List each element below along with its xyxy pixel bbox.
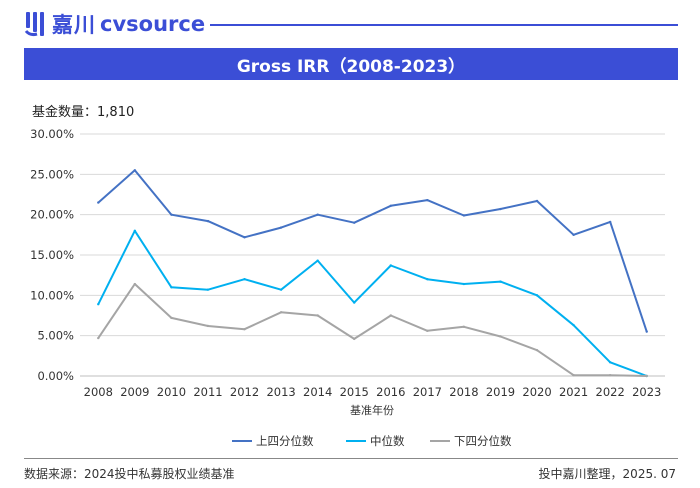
fund-count: 基金数量：1,810 [32, 101, 134, 120]
chart-title: Gross IRR（2008-2023） [24, 48, 678, 80]
credit-note: 投中嘉川整理，2025. 07 [538, 467, 676, 481]
data-point [426, 198, 429, 202]
data-point [608, 361, 612, 364]
x-axis-ticks: 2008 2009 2010 2011 2012 2013 2014 2015 2016 2017… [84, 385, 662, 399]
data-point [170, 286, 173, 289]
y-tick-label: 5.00% [37, 329, 74, 343]
data-point [243, 328, 246, 331]
data-point [97, 303, 100, 306]
header-rule [210, 24, 678, 26]
data-point [243, 278, 246, 281]
data-point [462, 325, 466, 328]
legend-label: 上四分位数 [256, 434, 314, 448]
chart-series [97, 169, 648, 378]
brand-logo: 嘉川 cvsource [24, 8, 205, 40]
data-point [353, 221, 356, 224]
series-line [97, 229, 648, 377]
data-point [243, 236, 246, 239]
data-point [389, 264, 392, 267]
chart-gridlines [80, 133, 665, 377]
fund-count-label: 基金数量： [32, 105, 98, 120]
x-tick-label: 2013 [266, 385, 295, 399]
data-point [535, 294, 539, 297]
y-tick-label: 10.00% [30, 288, 74, 302]
x-tick-label: 2018 [449, 385, 478, 399]
series-line [97, 283, 647, 377]
data-point [279, 288, 283, 291]
data-point [608, 220, 612, 224]
brand-name-cn: 嘉川 [52, 13, 96, 37]
data-point [206, 288, 210, 291]
data-point [279, 311, 283, 314]
x-tick-label: 2019 [486, 385, 515, 399]
x-tick-label: 2009 [120, 385, 149, 399]
data-point [426, 329, 429, 333]
data-point [499, 207, 502, 211]
x-axis-label: 基准年份 [350, 403, 394, 417]
data-point [170, 213, 173, 216]
x-tick-label: 2015 [340, 385, 369, 399]
data-point [608, 373, 612, 377]
data-point [316, 213, 319, 216]
data-point [572, 323, 575, 327]
legend-label: 下四分位数 [454, 434, 512, 448]
data-point [206, 219, 210, 223]
data-point [499, 335, 502, 338]
data-point [645, 374, 648, 378]
series-line [97, 169, 648, 332]
data-point [389, 204, 392, 207]
data-point [279, 226, 283, 229]
x-tick-label: 2016 [376, 385, 405, 399]
y-tick-label: 20.00% [30, 208, 74, 222]
x-tick-label: 2010 [157, 385, 186, 399]
brand-mark-icon [24, 12, 44, 37]
footer-rule [24, 458, 678, 459]
data-point [462, 282, 466, 286]
data-point [133, 169, 137, 172]
data-point [133, 282, 137, 286]
chart-legend: 上四分位数 中位数 下四分位数 [232, 434, 512, 448]
data-point [353, 301, 356, 304]
x-tick-label: 2020 [522, 385, 551, 399]
brand-name-en: cvsource [100, 12, 206, 36]
data-point [645, 330, 648, 333]
data-point [572, 373, 575, 377]
data-point [426, 278, 429, 281]
x-tick-label: 2008 [84, 385, 113, 399]
y-tick-label: 25.00% [30, 167, 74, 181]
data-point [170, 316, 173, 320]
data-point [97, 336, 100, 340]
data-point [535, 199, 539, 203]
data-point [133, 229, 137, 232]
data-point [572, 233, 575, 237]
y-tick-label: 15.00% [30, 248, 74, 262]
data-point [389, 314, 392, 317]
x-tick-label: 2022 [596, 385, 625, 399]
x-tick-label: 2012 [230, 385, 259, 399]
x-tick-label: 2023 [632, 385, 661, 399]
fund-count-value: 1,810 [97, 105, 135, 120]
data-source: 数据来源：2024投中私募股权业绩基准 [24, 467, 235, 481]
x-tick-label: 2017 [413, 385, 442, 399]
data-point [535, 348, 539, 352]
data-point [316, 314, 319, 317]
legend-label: 中位数 [370, 434, 405, 448]
data-point [499, 280, 502, 283]
y-tick-label: 30.00% [30, 127, 74, 141]
data-point [462, 214, 466, 217]
data-point [206, 324, 210, 328]
x-tick-label: 2021 [559, 385, 588, 399]
y-tick-label: 0.00% [37, 369, 74, 383]
data-point [97, 201, 100, 204]
data-point [353, 337, 356, 341]
data-point [316, 259, 319, 262]
y-axis-ticks: 0.00% 5.00% 10.00% 15.00% 20.00% 25.00% 30.00% [30, 127, 74, 383]
x-tick-label: 2011 [193, 385, 222, 399]
x-tick-label: 2014 [303, 385, 332, 399]
